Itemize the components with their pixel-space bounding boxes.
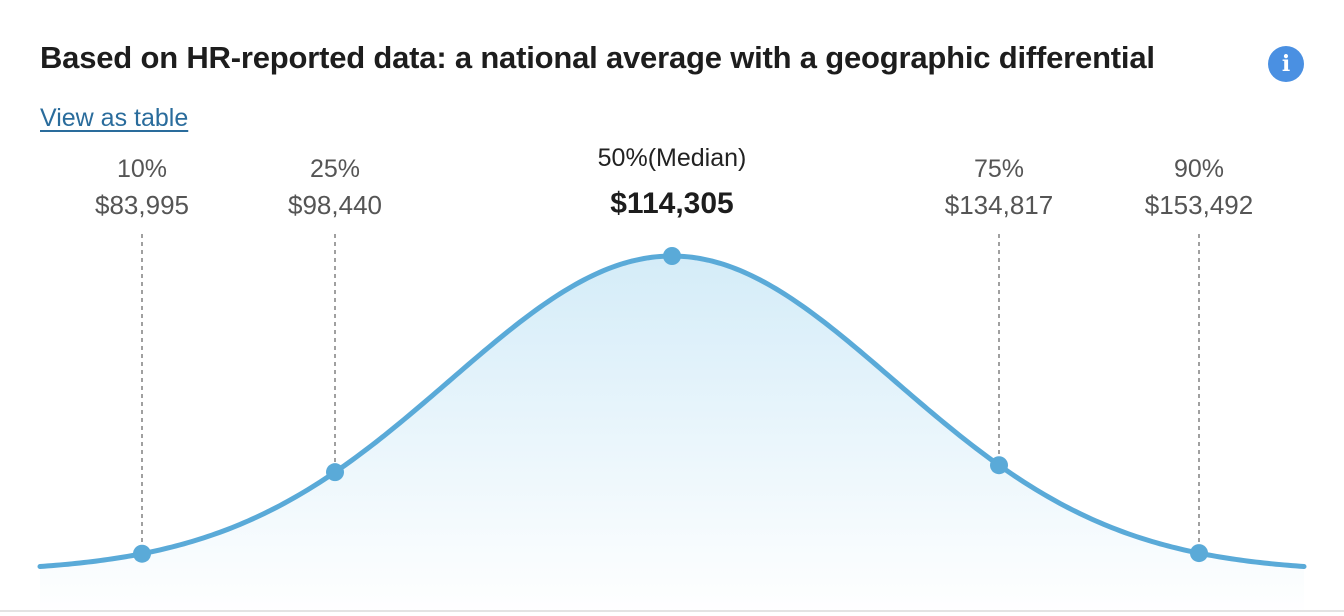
info-icon[interactable]: i — [1268, 46, 1304, 82]
percentile-point-2[interactable] — [326, 463, 344, 482]
percentile-point-4[interactable] — [990, 456, 1008, 475]
percentile-labels: 10% $83,995 25% $98,440 50%(Median) $114,305 7… — [95, 144, 1253, 220]
value-label-5: $153,492 — [1145, 190, 1253, 220]
percentile-label-2: 25% — [310, 155, 360, 183]
value-label-2: $98,440 — [288, 190, 382, 220]
percentile-point-3[interactable] — [663, 247, 681, 265]
chart-title: Based on HR-reported data: a national av… — [40, 40, 1155, 75]
percentile-point-1[interactable] — [133, 544, 151, 563]
percentile-label-3: 50%(Median) — [598, 144, 747, 172]
bottom-divider — [0, 610, 1344, 612]
view-as-table-link[interactable]: View as table — [40, 104, 189, 132]
percentile-label-1: 10% — [117, 155, 167, 183]
value-label-4: $134,817 — [945, 190, 1053, 220]
distribution-area-fill — [40, 256, 1304, 616]
value-label-3: $114,305 — [610, 187, 733, 220]
percentile-point-5[interactable] — [1190, 544, 1208, 563]
value-label-1: $83,995 — [95, 190, 189, 220]
percentile-guides — [141, 234, 1200, 546]
percentile-markers — [133, 247, 1208, 563]
percentile-label-5: 90% — [1174, 155, 1224, 183]
percentile-label-4: 75% — [974, 155, 1024, 183]
